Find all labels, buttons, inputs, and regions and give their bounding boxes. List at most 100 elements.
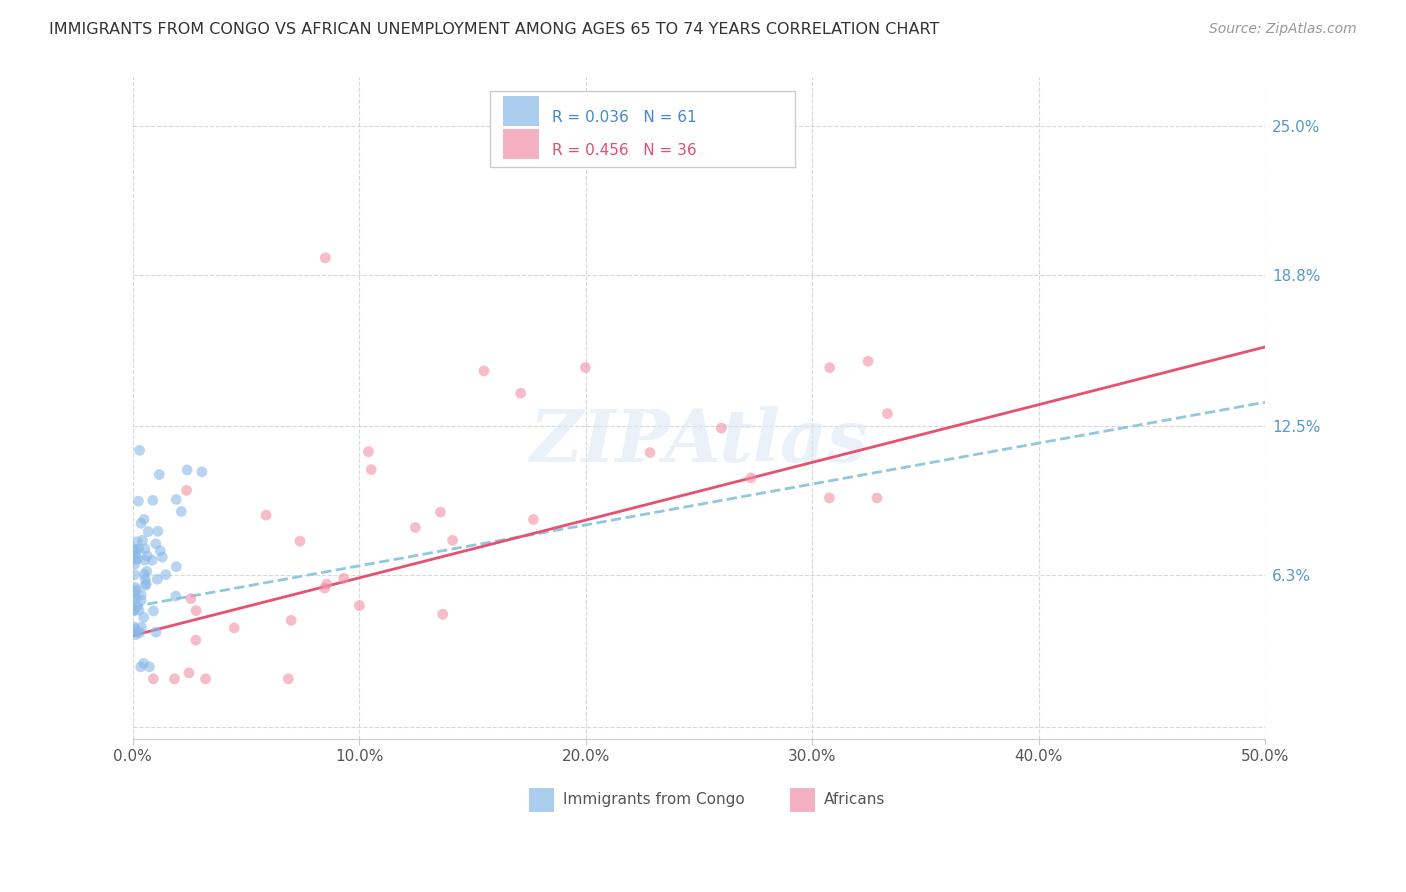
Point <box>165 589 187 603</box>
Point <box>149 543 172 558</box>
Point <box>128 625 150 640</box>
Point <box>176 463 198 477</box>
Text: Immigrants from Congo: Immigrants from Congo <box>564 792 745 807</box>
Point <box>404 520 426 534</box>
Point <box>194 672 217 686</box>
Point <box>136 549 159 563</box>
Point <box>224 621 246 635</box>
Point <box>129 588 152 602</box>
Point <box>136 524 159 539</box>
Point <box>131 620 153 634</box>
Point <box>150 550 173 565</box>
Point <box>472 364 495 378</box>
Point <box>818 491 841 505</box>
Point <box>127 552 149 566</box>
Text: Source: ZipAtlas.com: Source: ZipAtlas.com <box>1209 22 1357 37</box>
Point <box>522 512 544 526</box>
Bar <box>503 129 540 159</box>
Point <box>184 604 207 618</box>
Bar <box>529 789 554 812</box>
Point <box>165 492 187 507</box>
Point <box>280 614 302 628</box>
Point <box>128 541 150 556</box>
Text: Africans: Africans <box>824 792 884 807</box>
FancyBboxPatch shape <box>489 91 796 167</box>
Point <box>124 567 146 582</box>
Point <box>127 494 149 508</box>
Point <box>124 548 146 562</box>
Point <box>124 542 146 557</box>
Point <box>132 610 155 624</box>
Point <box>866 491 889 505</box>
Point <box>128 443 150 458</box>
Point <box>357 444 380 458</box>
Point <box>135 565 157 579</box>
Point <box>142 672 165 686</box>
Point <box>145 625 167 640</box>
Point <box>131 533 153 548</box>
Text: IMMIGRANTS FROM CONGO VS AFRICAN UNEMPLOYMENT AMONG AGES 65 TO 74 YEARS CORRELAT: IMMIGRANTS FROM CONGO VS AFRICAN UNEMPLO… <box>49 22 939 37</box>
Text: R = 0.456   N = 36: R = 0.456 N = 36 <box>551 143 696 158</box>
Point <box>128 603 150 617</box>
Point <box>122 543 145 558</box>
Point <box>122 604 145 618</box>
Point <box>349 599 371 613</box>
Point <box>125 627 148 641</box>
Point <box>124 558 146 572</box>
Point <box>146 524 169 539</box>
Point <box>142 604 165 618</box>
Point <box>740 471 762 485</box>
Bar <box>503 96 540 126</box>
Point <box>122 603 145 617</box>
Point <box>277 672 299 686</box>
Point <box>134 578 156 592</box>
Text: R = 0.036   N = 61: R = 0.036 N = 61 <box>551 110 696 125</box>
Point <box>134 553 156 567</box>
Point <box>856 354 879 368</box>
Point <box>441 533 464 548</box>
Point <box>314 251 336 265</box>
Point <box>332 571 354 585</box>
Point <box>124 581 146 595</box>
Point <box>177 665 200 680</box>
Point <box>180 591 202 606</box>
Point <box>710 421 733 435</box>
Point <box>121 593 143 607</box>
Point <box>129 593 152 607</box>
Point <box>146 572 169 586</box>
Point <box>638 445 661 459</box>
Point <box>122 620 145 634</box>
Point <box>314 581 336 595</box>
Point <box>134 567 156 582</box>
Point <box>184 633 207 648</box>
Point <box>315 577 337 591</box>
Point <box>145 537 167 551</box>
Point <box>124 552 146 566</box>
Point <box>124 622 146 636</box>
Point <box>129 516 152 531</box>
Point <box>163 672 186 686</box>
Point <box>876 407 898 421</box>
Point <box>155 567 177 582</box>
Point <box>574 360 596 375</box>
Point <box>176 483 198 498</box>
Point <box>129 660 152 674</box>
Point <box>125 599 148 614</box>
Point <box>122 584 145 599</box>
Point <box>288 534 311 549</box>
Point <box>165 559 187 574</box>
Point <box>432 607 454 622</box>
Point <box>254 508 277 523</box>
Point <box>818 360 841 375</box>
Point <box>148 467 170 482</box>
Point <box>141 553 163 567</box>
Point <box>125 591 148 606</box>
Point <box>170 504 193 518</box>
Point <box>125 583 148 598</box>
Bar <box>790 789 814 812</box>
Point <box>135 576 157 591</box>
Point <box>142 493 165 508</box>
Point <box>191 465 214 479</box>
Point <box>138 660 160 674</box>
Point <box>360 462 382 476</box>
